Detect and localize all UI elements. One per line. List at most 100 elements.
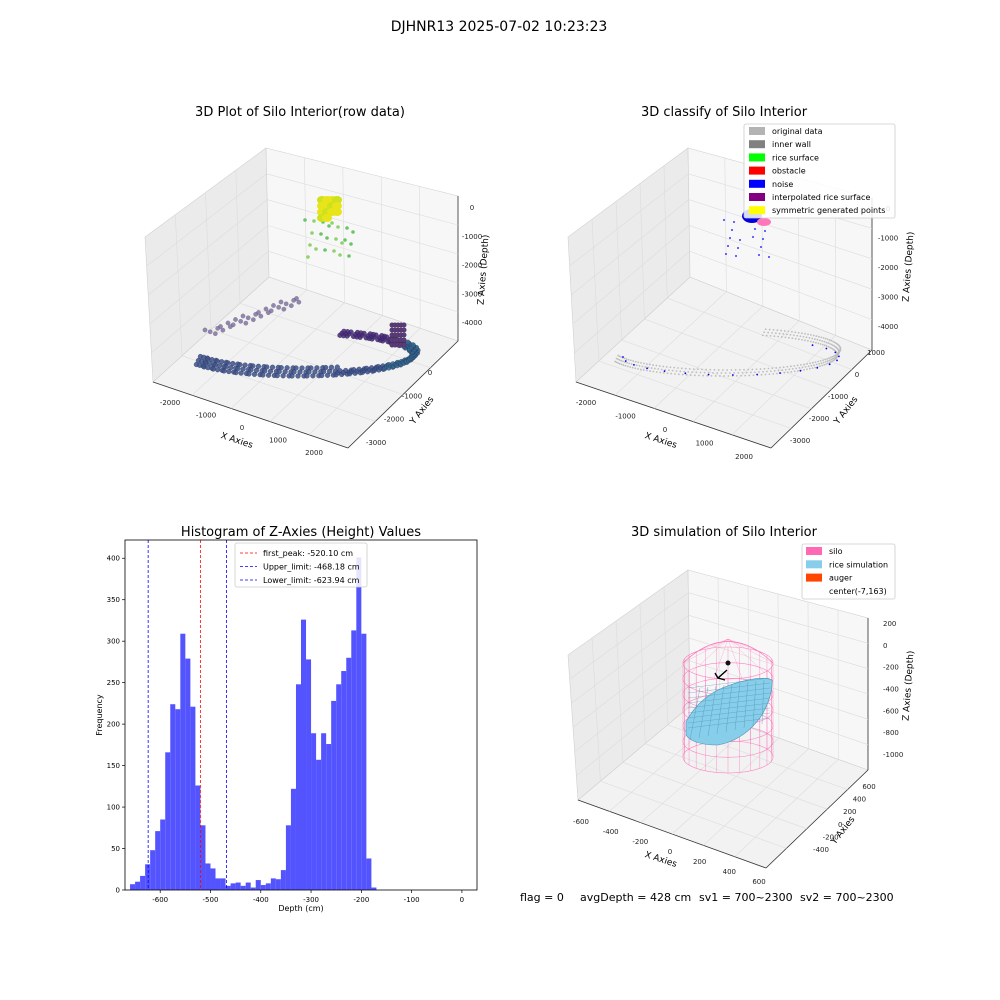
data-point — [781, 369, 784, 372]
data-point — [762, 370, 764, 373]
y-tick-label: 150 — [107, 762, 120, 770]
data-point — [617, 358, 619, 361]
grid-line-z — [574, 660, 869, 752]
data-point — [702, 374, 704, 377]
data-point — [625, 358, 628, 360]
data-point — [815, 335, 818, 337]
point-cloud — [193, 196, 421, 379]
silo-roof-line — [727, 638, 743, 679]
data-point — [332, 249, 336, 253]
legend-swatch — [749, 127, 765, 135]
data-point — [819, 365, 821, 368]
tick-label: -1000 — [883, 751, 903, 759]
tick-label: -2000 — [462, 262, 482, 270]
data-point — [289, 303, 294, 308]
data-point — [780, 336, 783, 338]
tick-label: -1000 — [402, 392, 422, 400]
data-point — [629, 366, 632, 368]
data-point — [620, 359, 623, 362]
histogram-bar — [260, 885, 266, 890]
histogram-bar — [150, 850, 156, 890]
data-point — [326, 368, 333, 374]
histogram-bar — [270, 878, 276, 890]
data-point — [766, 370, 768, 373]
histogram-bar — [155, 831, 161, 890]
tick-label: 0 — [663, 426, 667, 434]
data-point — [660, 368, 663, 371]
tick-label: -600 — [883, 707, 899, 715]
data-point — [828, 363, 831, 366]
data-point — [698, 374, 700, 377]
data-point — [627, 358, 630, 361]
z-tick-labels: 0 -1000 -2000 -3000 -4000 — [462, 204, 482, 327]
tick-label: -1000 — [615, 413, 635, 421]
data-point — [623, 357, 626, 360]
rice-mesh-line — [761, 679, 765, 725]
legend: original data inner wall rice surface obsta… — [743, 123, 896, 219]
grid-line-x — [731, 187, 836, 436]
data-point — [628, 362, 631, 365]
data-point — [825, 347, 828, 350]
data-point — [817, 342, 820, 345]
tick-label: -400 — [603, 828, 619, 836]
data-point — [308, 243, 312, 247]
histogram-bar — [326, 744, 332, 890]
grid-line-x — [269, 176, 383, 422]
data-point — [802, 335, 805, 338]
legend-label: rice simulation — [829, 560, 888, 569]
data-point — [748, 374, 751, 377]
data-point — [713, 368, 716, 371]
data-point — [726, 369, 729, 371]
histogram-bar — [225, 885, 231, 890]
histogram-bar — [336, 684, 342, 890]
data-point — [214, 358, 220, 364]
data-point — [825, 363, 827, 366]
tick-label: 2000 — [305, 449, 323, 457]
data-point — [740, 374, 742, 377]
data-point — [319, 372, 325, 379]
data-point — [809, 362, 811, 365]
data-point — [238, 319, 243, 324]
data-point — [665, 365, 668, 368]
legend: silo rice simulation auger center(-7,163) — [801, 543, 896, 600]
data-point — [269, 364, 276, 370]
chart-title: Histogram of Z-Axies (Height) Values — [181, 525, 421, 540]
data-point — [354, 329, 361, 336]
data-point — [664, 368, 667, 371]
data-point — [250, 363, 256, 369]
data-point — [263, 306, 269, 312]
data-point — [816, 338, 819, 341]
data-point — [741, 371, 744, 374]
y-tick-label: 400 — [107, 555, 120, 563]
chart-title: 3D classify of Silo Interior — [641, 105, 808, 120]
data-point — [730, 369, 733, 371]
histogram-bar — [240, 885, 246, 890]
axes-3d-grid — [569, 577, 869, 857]
data-point — [281, 306, 287, 312]
data-point — [788, 336, 790, 339]
data-point — [617, 362, 619, 364]
data-point — [796, 334, 799, 337]
sv1-text: sv1 = 700~2300 — [699, 891, 793, 904]
data-point — [719, 375, 721, 377]
data-point — [825, 341, 828, 344]
histogram-bar — [170, 704, 176, 890]
legend-label: inner wall — [772, 140, 811, 149]
data-point — [758, 371, 760, 373]
tick-label: 2000 — [735, 453, 753, 461]
x-tick-labels: -600 -400 -200 0 200 400 600 — [573, 818, 766, 886]
data-point — [659, 371, 662, 374]
tick-label: -2000 — [878, 264, 898, 272]
data-point — [720, 372, 723, 374]
data-point — [614, 360, 616, 363]
rice-mesh-line — [725, 683, 733, 733]
data-point — [283, 301, 289, 307]
data-point — [786, 333, 788, 336]
data-point — [823, 340, 826, 343]
data-point — [620, 356, 622, 358]
data-point — [727, 245, 729, 247]
tick-label: -400 — [813, 846, 829, 854]
rice-mesh-line — [698, 686, 709, 739]
data-point — [775, 366, 778, 369]
grid-line-z — [151, 250, 459, 354]
